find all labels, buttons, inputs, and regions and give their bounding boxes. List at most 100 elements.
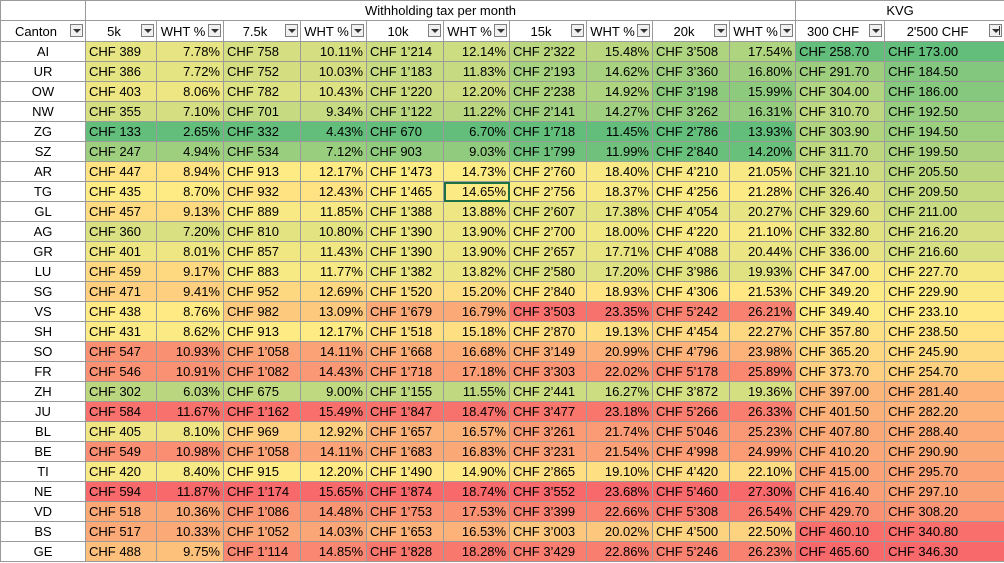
wht-percent-cell[interactable]: 16.80% (728, 61, 797, 82)
wht-percent-cell[interactable]: 12.69% (300, 281, 367, 302)
wht-percent-cell[interactable]: 26.23% (728, 541, 797, 562)
amount-cell[interactable]: CHF 3’303 (509, 361, 587, 382)
canton-cell[interactable]: OW (0, 81, 86, 102)
wht-percent-cell[interactable]: 21.53% (728, 281, 797, 302)
amount-cell[interactable]: CHF 534 (223, 141, 301, 162)
wht-percent-cell[interactable]: 19.10% (586, 461, 653, 482)
wht-percent-cell[interactable]: 10.98% (156, 441, 224, 462)
amount-cell[interactable]: CHF 2’760 (509, 161, 587, 182)
wht-percent-cell[interactable]: 14.48% (300, 501, 367, 522)
amount-cell[interactable]: CHF 2’238 (509, 81, 587, 102)
wht-percent-cell[interactable]: 7.78% (156, 41, 224, 62)
amount-cell[interactable]: CHF 3’198 (652, 81, 730, 102)
kvg-cell[interactable]: CHF 245.90 (884, 341, 1004, 362)
amount-cell[interactable]: CHF 389 (85, 41, 157, 62)
wht-percent-cell[interactable]: 8.10% (156, 421, 224, 442)
wht-percent-cell[interactable]: 20.99% (586, 341, 653, 362)
amount-cell[interactable]: CHF 3’872 (652, 381, 730, 402)
amount-cell[interactable]: CHF 810 (223, 221, 301, 242)
wht-percent-cell[interactable]: 13.90% (443, 221, 510, 242)
wht-percent-cell[interactable]: 9.34% (300, 101, 367, 122)
column-header-wht-20k[interactable]: WHT % (728, 20, 797, 42)
wht-percent-cell[interactable]: 11.55% (443, 381, 510, 402)
wht-percent-cell[interactable]: 14.62% (586, 61, 653, 82)
kvg-cell[interactable]: CHF 410.20 (795, 441, 886, 462)
amount-cell[interactable]: CHF 5’246 (652, 541, 730, 562)
amount-cell[interactable]: CHF 3’149 (509, 341, 587, 362)
wht-percent-cell[interactable]: 12.17% (300, 161, 367, 182)
wht-percent-cell[interactable]: 7.20% (156, 221, 224, 242)
amount-cell[interactable]: CHF 386 (85, 61, 157, 82)
amount-cell[interactable]: CHF 447 (85, 161, 157, 182)
wht-percent-cell[interactable]: 20.02% (586, 521, 653, 542)
amount-cell[interactable]: CHF 952 (223, 281, 301, 302)
amount-cell[interactable]: CHF 431 (85, 321, 157, 342)
wht-percent-cell[interactable]: 12.92% (300, 421, 367, 442)
filter-dropdown-icon[interactable] (494, 24, 507, 37)
wht-percent-cell[interactable]: 11.43% (300, 241, 367, 262)
amount-cell[interactable]: CHF 913 (223, 161, 301, 182)
wht-percent-cell[interactable]: 19.13% (586, 321, 653, 342)
amount-cell[interactable]: CHF 883 (223, 261, 301, 282)
amount-cell[interactable]: CHF 782 (223, 81, 301, 102)
amount-cell[interactable]: CHF 1’155 (366, 381, 444, 402)
wht-percent-cell[interactable]: 16.83% (443, 441, 510, 462)
canton-cell[interactable]: UR (0, 61, 86, 82)
amount-cell[interactable]: CHF 2’840 (509, 281, 587, 302)
kvg-cell[interactable]: CHF 407.80 (795, 421, 886, 442)
canton-cell[interactable]: TG (0, 181, 86, 202)
wht-percent-cell[interactable]: 18.93% (586, 281, 653, 302)
wht-percent-cell[interactable]: 13.93% (728, 121, 797, 142)
amount-cell[interactable]: CHF 360 (85, 221, 157, 242)
column-header-5k[interactable]: 5k (85, 20, 157, 42)
canton-cell[interactable]: AI (0, 41, 86, 62)
canton-cell[interactable]: GL (0, 201, 86, 222)
amount-cell[interactable]: CHF 133 (85, 121, 157, 142)
kvg-cell[interactable]: CHF 460.10 (795, 521, 886, 542)
canton-cell[interactable]: AG (0, 221, 86, 242)
amount-cell[interactable]: CHF 3’503 (509, 301, 587, 322)
wht-percent-cell[interactable]: 18.40% (586, 161, 653, 182)
wht-percent-cell[interactable]: 15.48% (586, 41, 653, 62)
filter-dropdown-icon[interactable] (351, 24, 364, 37)
amount-cell[interactable]: CHF 1’465 (366, 181, 444, 202)
kvg-cell[interactable]: CHF 415.00 (795, 461, 886, 482)
kvg-cell[interactable]: CHF 465.60 (795, 541, 886, 562)
amount-cell[interactable]: CHF 913 (223, 321, 301, 342)
amount-cell[interactable]: CHF 3’477 (509, 401, 587, 422)
amount-cell[interactable]: CHF 3’508 (652, 41, 730, 62)
canton-cell[interactable]: GR (0, 241, 86, 262)
amount-cell[interactable]: CHF 457 (85, 201, 157, 222)
amount-cell[interactable]: CHF 1’653 (366, 521, 444, 542)
amount-cell[interactable]: CHF 5’242 (652, 301, 730, 322)
amount-cell[interactable]: CHF 701 (223, 101, 301, 122)
amount-cell[interactable]: CHF 4’210 (652, 161, 730, 182)
amount-cell[interactable]: CHF 401 (85, 241, 157, 262)
kvg-cell[interactable]: CHF 238.50 (884, 321, 1004, 342)
amount-cell[interactable]: CHF 4’306 (652, 281, 730, 302)
wht-percent-cell[interactable]: 15.20% (443, 281, 510, 302)
amount-cell[interactable]: CHF 1’082 (223, 361, 301, 382)
canton-cell[interactable]: LU (0, 261, 86, 282)
wht-percent-cell[interactable]: 9.17% (156, 261, 224, 282)
amount-cell[interactable]: CHF 670 (366, 121, 444, 142)
amount-cell[interactable]: CHF 438 (85, 301, 157, 322)
kvg-cell[interactable]: CHF 216.20 (884, 221, 1004, 242)
kvg-cell[interactable]: CHF 184.50 (884, 61, 1004, 82)
wht-percent-cell[interactable]: 15.65% (300, 481, 367, 502)
column-header-canton[interactable]: Canton (0, 20, 86, 42)
wht-percent-cell[interactable]: 14.43% (300, 361, 367, 382)
wht-percent-cell[interactable]: 14.90% (443, 461, 510, 482)
wht-percent-cell[interactable]: 15.18% (443, 321, 510, 342)
kvg-cell[interactable]: CHF 304.00 (795, 81, 886, 102)
wht-percent-cell[interactable]: 13.82% (443, 261, 510, 282)
kvg-cell[interactable]: CHF 291.70 (795, 61, 886, 82)
column-header-wht-5k[interactable]: WHT % (156, 20, 224, 42)
kvg-cell[interactable]: CHF 373.70 (795, 361, 886, 382)
kvg-cell[interactable]: CHF 303.90 (795, 121, 886, 142)
wht-percent-cell[interactable]: 11.45% (586, 121, 653, 142)
wht-percent-cell[interactable]: 16.31% (728, 101, 797, 122)
amount-cell[interactable]: CHF 420 (85, 461, 157, 482)
wht-percent-cell[interactable]: 22.86% (586, 541, 653, 562)
amount-cell[interactable]: CHF 1’183 (366, 61, 444, 82)
